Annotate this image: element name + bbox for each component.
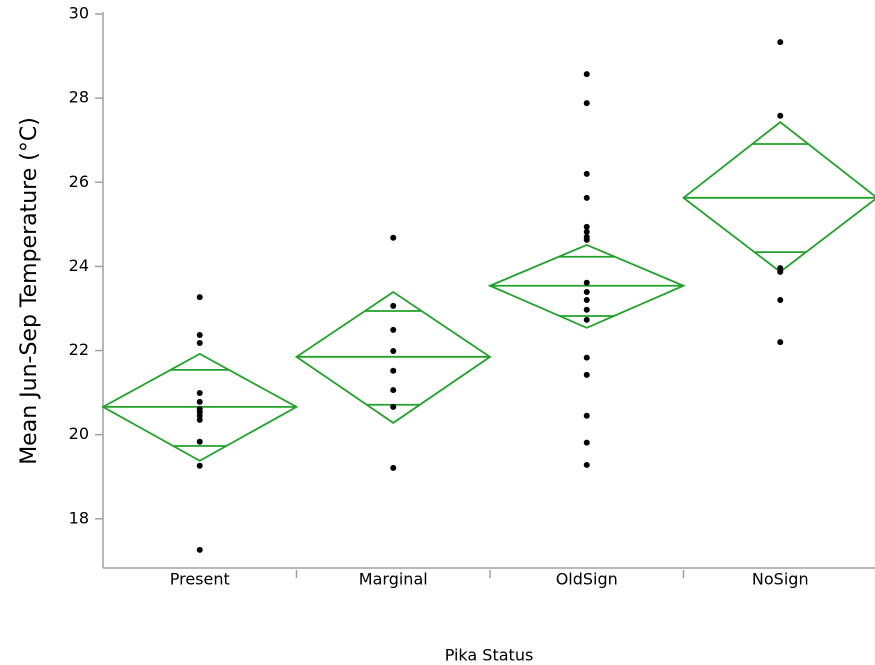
y-tick-label: 30 xyxy=(69,4,89,23)
y-tick-label: 24 xyxy=(69,256,89,275)
data-point xyxy=(777,268,784,275)
y-tick-label: 20 xyxy=(69,424,89,443)
data-point xyxy=(777,39,784,46)
y-tick-label: 22 xyxy=(69,340,89,359)
data-point xyxy=(196,339,203,346)
data-point xyxy=(583,289,590,296)
data-point xyxy=(196,294,203,301)
data-point xyxy=(390,234,397,241)
data-point xyxy=(390,403,397,410)
data-point xyxy=(583,297,590,304)
data-point xyxy=(390,302,397,309)
data-point xyxy=(583,439,590,446)
data-point xyxy=(196,462,203,469)
data-point xyxy=(583,71,590,78)
data-point xyxy=(196,438,203,445)
means-diamond xyxy=(682,120,875,273)
x-axis-title: Pika Status xyxy=(445,646,534,665)
x-tick-label: NoSign xyxy=(752,570,809,589)
y-tick-label: 18 xyxy=(69,508,89,527)
data-point xyxy=(583,194,590,201)
x-tick-label: Present xyxy=(170,570,230,589)
x-tick-label: Marginal xyxy=(359,570,428,589)
data-point xyxy=(196,331,203,338)
data-point xyxy=(196,390,203,397)
data-point xyxy=(196,546,203,553)
x-tick-label: OldSign xyxy=(556,570,618,589)
data-point xyxy=(196,412,203,419)
data-point xyxy=(583,412,590,419)
data-point xyxy=(196,416,203,423)
data-point xyxy=(777,339,784,346)
data-point xyxy=(583,279,590,286)
data-point xyxy=(583,223,590,230)
data-point xyxy=(390,387,397,394)
y-tick-label: 28 xyxy=(69,88,89,107)
data-point xyxy=(583,316,590,323)
data-point xyxy=(583,461,590,468)
data-point xyxy=(390,347,397,354)
data-point xyxy=(777,112,784,119)
data-point xyxy=(390,464,397,471)
data-point xyxy=(583,228,590,235)
data-point xyxy=(777,297,784,304)
data-point xyxy=(390,367,397,374)
data-point xyxy=(583,306,590,313)
data-point xyxy=(583,236,590,243)
y-tick-label: 26 xyxy=(69,172,89,191)
y-axis-title: Mean Jun-Sep Temperature (°C) xyxy=(17,117,42,465)
data-point xyxy=(583,100,590,107)
data-point xyxy=(390,326,397,333)
data-point xyxy=(583,371,590,378)
data-point xyxy=(196,398,203,405)
data-point xyxy=(583,170,590,177)
data-point xyxy=(583,354,590,361)
